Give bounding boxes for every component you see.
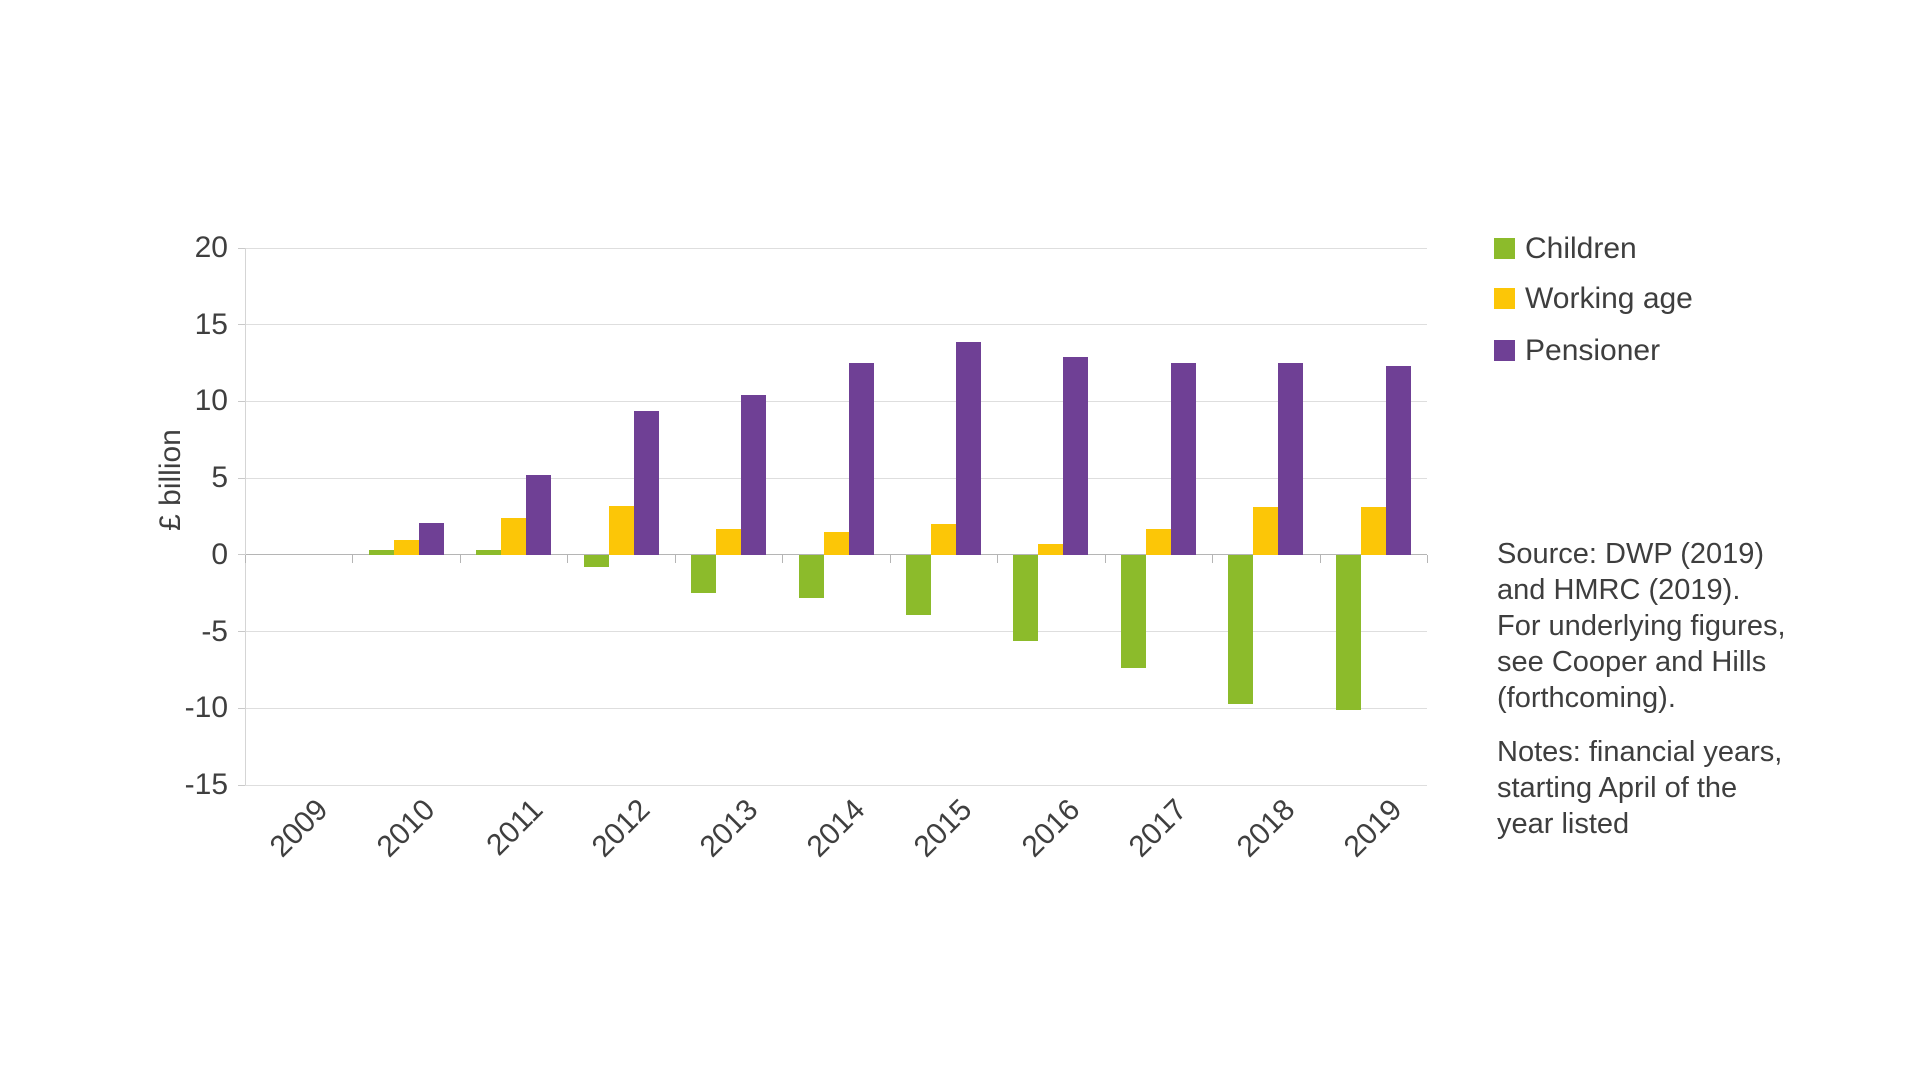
bar-working-age-2010 [393,539,419,555]
gridline-0 [245,554,1427,556]
y-tick--15 [238,784,245,786]
bar-children-2016 [1013,554,1039,641]
x-tick-2 [459,554,461,563]
x-tick-6 [889,554,891,563]
x-tick-3 [567,554,569,563]
bar-working-age-2016 [1038,544,1064,555]
y-tick-label-5: 5 [211,461,228,495]
bar-children-2017 [1120,554,1146,669]
bar-pensioner-2013 [741,395,767,555]
y-axis-line [245,248,246,785]
x-label-2019: 2019 [1338,793,1409,864]
x-label-2012: 2012 [585,793,657,864]
notes-line-3: year listed [1497,808,1630,840]
y-tick-10 [238,400,245,402]
bar-children-2014 [798,554,824,598]
x-label-2011: 2011 [480,793,549,862]
bar-children-2012 [583,554,609,568]
y-tick-20 [238,247,245,249]
x-tick-9 [1212,554,1214,563]
y-tick-15 [238,324,245,326]
y-tick-label-10: 10 [194,384,228,418]
notes-line-1: Notes: financial years, [1497,736,1783,768]
y-tick-label--5: -5 [201,614,228,648]
y-tick-label-15: 15 [194,307,228,341]
bar-working-age-2015 [930,524,956,555]
x-tick-10 [1319,554,1321,563]
x-tick-11 [1427,554,1428,563]
source-line-5: (forthcoming). [1497,682,1676,714]
x-tick-7 [997,554,999,563]
bar-pensioner-2018 [1278,363,1304,555]
gridline-5 [245,477,1427,479]
x-tick-1 [352,554,354,563]
bar-working-age-2019 [1360,507,1386,555]
x-label-2010: 2010 [370,793,442,864]
bar-pensioner-2012 [633,410,659,555]
bar-children-2013 [691,554,717,594]
gridline--5 [245,631,1427,633]
source-line-1: Source: DWP (2019) [1497,538,1765,570]
x-tick-0 [245,554,246,563]
y-tick-0 [238,554,245,556]
y-tick-label-20: 20 [194,231,228,264]
x-tick-4 [674,554,676,563]
bar-working-age-2017 [1145,528,1171,555]
x-label-2015: 2015 [908,793,979,864]
bar-children-2011 [476,550,502,555]
pensioner-swatch [1494,340,1515,361]
legend-label-pensioner: Pensioner [1525,334,1661,367]
bar-working-age-2013 [716,528,742,555]
bar-pensioner-2015 [955,341,981,555]
gridline--10 [245,707,1427,709]
bar-children-2010 [368,550,394,555]
bar-pensioner-2011 [526,475,552,555]
bar-pensioner-2010 [418,522,444,555]
source-line-4: see Cooper and Hills [1497,646,1767,678]
gridline--15 [245,784,1427,786]
x-label-2018: 2018 [1230,793,1302,864]
source-line-2: and HMRC (2019). [1497,574,1741,606]
y-tick-label-0: 0 [211,537,228,571]
bar-pensioner-2017 [1170,363,1196,555]
bar-working-age-2011 [501,518,527,555]
bar-pensioner-2014 [848,363,874,555]
source-line-3: For underlying figures, [1497,610,1786,642]
gridline-10 [245,400,1427,402]
bar-working-age-2012 [608,505,634,555]
y-tick--10 [238,707,245,709]
x-tick-5 [782,554,784,563]
x-label-2013: 2013 [693,793,764,864]
x-label-2016: 2016 [1015,793,1087,864]
source-text: Source: DWP (2019) and HMRC (2019). For un… [1497,536,1847,716]
gridline-15 [245,324,1427,326]
gridline-20 [245,247,1427,249]
legend-label-children: Children [1525,232,1637,265]
x-label-2017: 2017 [1123,793,1194,864]
bar-working-age-2018 [1253,507,1279,555]
bar-pensioner-2016 [1063,356,1089,555]
bar-working-age-2014 [823,531,849,555]
working-age-swatch [1494,288,1515,309]
bar-pensioner-2019 [1385,366,1411,555]
notes-line-2: starting April of the [1497,772,1738,804]
x-label-2014: 2014 [800,793,872,864]
y-tick--5 [238,631,245,633]
x-tick-8 [1104,554,1106,563]
y-tick-label--10: -10 [184,691,228,725]
bar-children-2019 [1335,554,1361,710]
children-swatch [1494,238,1515,259]
bar-children-2018 [1228,554,1254,704]
y-tick-label--15: -15 [184,768,228,801]
notes-text: Notes: financial years, starting April of… [1497,734,1847,842]
x-label-2009: 2009 [263,793,335,864]
bar-children-2015 [905,554,931,615]
y-tick-5 [238,477,245,479]
legend-label-working-age: Working age [1525,282,1693,315]
